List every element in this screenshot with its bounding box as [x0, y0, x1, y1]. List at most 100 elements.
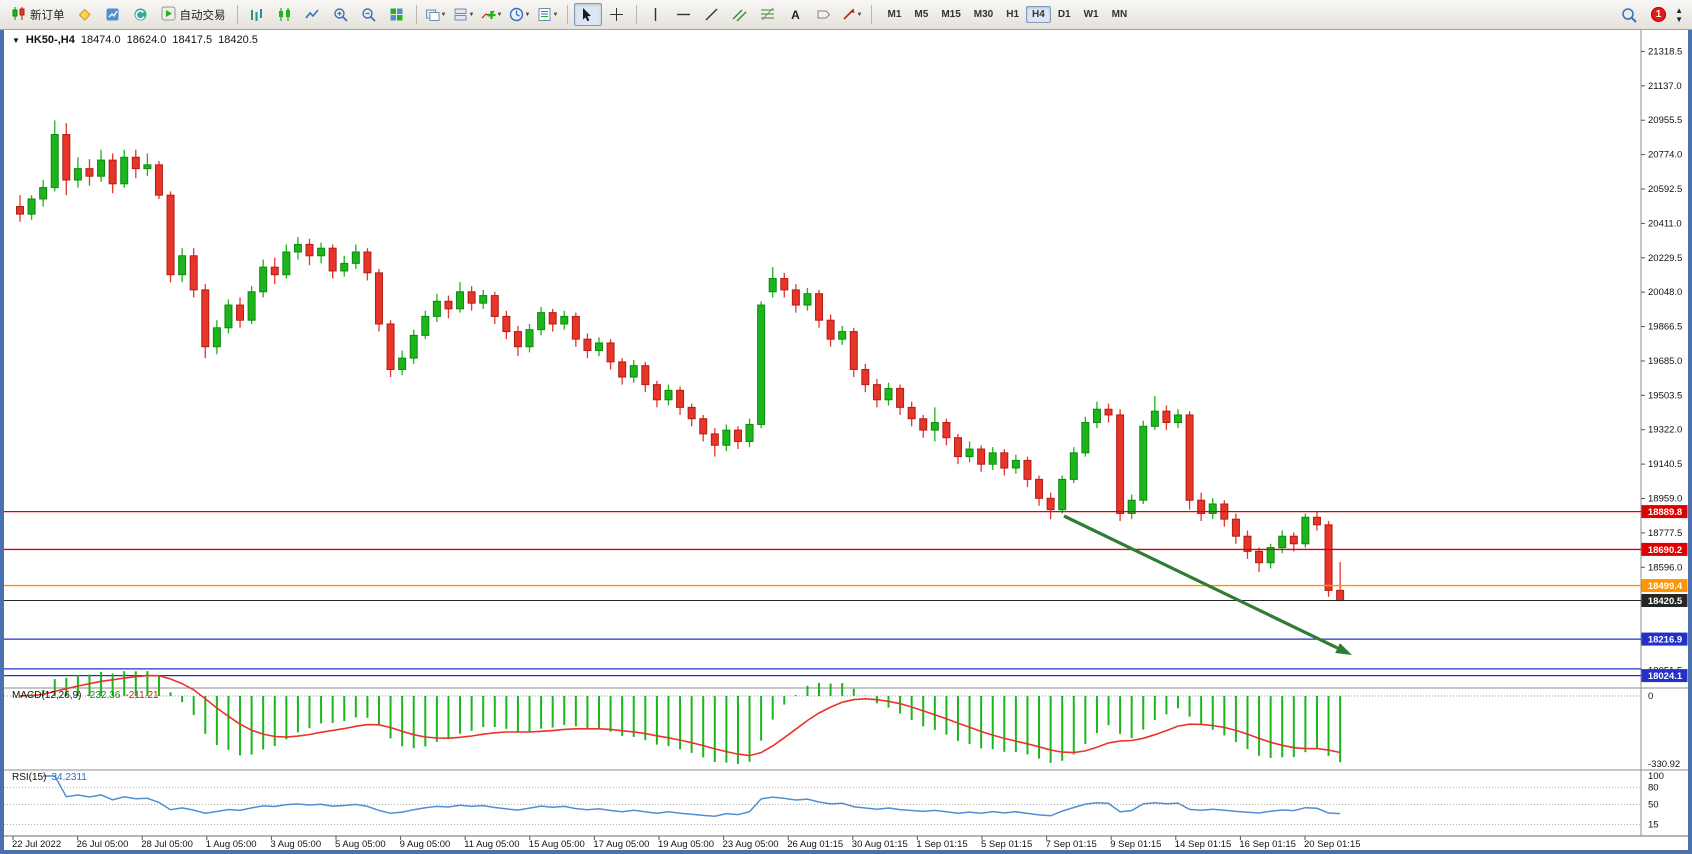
arrows-tool-button[interactable]: ▼ [839, 4, 865, 25]
clock-icon [509, 7, 523, 22]
rsi-indicator-label: RSI(15) 34.2311 [12, 772, 87, 783]
community-icon [134, 8, 147, 21]
caret-down-icon: ▼ [496, 11, 503, 18]
vertical-line-tool-button[interactable] [643, 4, 669, 25]
svg-text:20229.5: 20229.5 [1648, 253, 1682, 264]
timeframe-group: M1 M5 M15 M30 H1 H4 D1 W1 MN [882, 6, 1134, 23]
vertical-line-icon [654, 8, 657, 21]
toolbar-right-group: 1 ▲ ▼ [1616, 4, 1686, 25]
svg-text:3 Aug 05:00: 3 Aug 05:00 [270, 839, 321, 850]
timeframe-button-d1[interactable]: D1 [1057, 9, 1071, 20]
svg-text:18216.9: 18216.9 [1648, 635, 1682, 646]
tile-windows-button[interactable] [384, 4, 410, 25]
svg-text:18690.2: 18690.2 [1648, 545, 1682, 556]
toolbar-separator [415, 5, 417, 24]
toolbar-separator [236, 5, 238, 24]
horizontal-lines-layer[interactable] [4, 510, 1641, 677]
terminal-button[interactable] [100, 4, 126, 25]
autotrading-play-icon [161, 6, 176, 24]
line-chart-icon [305, 9, 319, 19]
svg-text:5 Aug 05:00: 5 Aug 05:00 [335, 839, 386, 850]
svg-text:20774.0: 20774.0 [1648, 150, 1682, 161]
autotrading-button[interactable]: 自动交易 [156, 4, 231, 26]
svg-text:15 Aug 05:00: 15 Aug 05:00 [529, 839, 585, 850]
toolbar-separator [870, 5, 872, 24]
indicators-plus-icon [481, 10, 496, 19]
rsi-name: RSI(15) [12, 772, 47, 783]
bar-chart-button[interactable] [244, 4, 270, 25]
timeframe-button-m1[interactable]: M1 [887, 9, 902, 20]
autotrading-label: 自动交易 [179, 9, 226, 22]
trend-arrow[interactable] [1063, 514, 1352, 655]
trendline-tool-button[interactable] [699, 4, 725, 25]
collapse-triangle-icon[interactable]: ▼ [12, 36, 20, 45]
toolbar-separator [635, 5, 637, 24]
templates-button[interactable]: ▼ [535, 4, 561, 25]
crosshair-icon [610, 8, 623, 21]
community-button[interactable] [128, 4, 154, 25]
timeframe-button-h4[interactable]: H4 [1026, 6, 1051, 23]
svg-text:11 Aug 05:00: 11 Aug 05:00 [464, 839, 519, 850]
line-chart-button[interactable] [300, 4, 326, 25]
timeframe-button-w1[interactable]: W1 [1083, 9, 1099, 20]
svg-text:26 Aug 01:15: 26 Aug 01:15 [787, 839, 843, 850]
rsi-value: 34.2311 [51, 772, 87, 783]
crosshair-tool-button[interactable] [604, 4, 630, 25]
svg-text:17 Aug 05:00: 17 Aug 05:00 [593, 839, 649, 850]
tile-windows-icon [390, 8, 403, 21]
time-axis-labels: 22 Jul 2022 26 Jul 05:00 28 Jul 05:00 1 Aug… [12, 836, 1361, 850]
caret-down-icon: ▼ [440, 11, 447, 18]
timeframe-button-mn[interactable]: MN [1111, 9, 1128, 20]
timeframe-button-h1[interactable]: H1 [1006, 9, 1020, 20]
cursor-tool-button[interactable] [573, 3, 602, 26]
svg-text:30 Aug 01:15: 30 Aug 01:15 [852, 839, 908, 850]
periods-button[interactable]: ▼ [507, 4, 533, 25]
svg-text:18959.0: 18959.0 [1648, 494, 1682, 505]
search-icon [1622, 7, 1637, 23]
terminal-icon [106, 8, 119, 21]
cascade-charts-button[interactable]: ▼ [451, 4, 477, 25]
toolbar-collapse-chevron[interactable]: ▲ ▼ [1675, 5, 1683, 24]
arrange-charts-button[interactable]: ▼ [423, 4, 449, 25]
svg-text:18420.5: 18420.5 [1648, 596, 1683, 607]
candlestick-chart-button[interactable] [272, 4, 298, 25]
text-tool-button[interactable]: A [791, 7, 800, 22]
pane-separators [4, 30, 1688, 837]
svg-text:100: 100 [1648, 771, 1664, 782]
channel-tool-button[interactable] [727, 4, 753, 25]
horizontal-line-tool-button[interactable] [671, 4, 697, 25]
horizontal-line-icon [677, 13, 690, 16]
svg-text:0: 0 [1648, 691, 1653, 702]
zoom-in-button[interactable] [328, 4, 354, 25]
new-order-button[interactable]: 新订单 [6, 4, 70, 26]
fibonacci-tool-button[interactable] [755, 4, 781, 25]
new-order-candles-icon [11, 6, 26, 24]
timeframe-button-m30[interactable]: M30 [973, 9, 994, 20]
chart-window[interactable]: 21318.5 21137.0 20955.5 20774.0 20592.5 20411… [4, 30, 1688, 850]
label-tool-button[interactable] [811, 4, 837, 25]
timeframe-button-m15[interactable]: M15 [941, 9, 961, 20]
metaeditor-icon [78, 8, 91, 21]
indicators-button[interactable]: ▼ [479, 4, 505, 25]
fibonacci-icon [761, 7, 774, 21]
svg-text:28 Jul 05:00: 28 Jul 05:00 [141, 839, 193, 850]
toolbar-separator [566, 5, 568, 24]
equidistant-channel-icon [732, 9, 747, 22]
zoom-out-icon [362, 8, 376, 22]
toolbar: 新订单 自动交易 ▼ ▼ ▼ [0, 0, 1692, 30]
metaeditor-button[interactable] [72, 4, 98, 25]
ohlc-low: 18417.5 [172, 34, 213, 46]
svg-text:18499.4: 18499.4 [1648, 581, 1683, 592]
macd-name: MACD(12,26,9) [12, 690, 82, 701]
svg-text:19140.5: 19140.5 [1648, 459, 1682, 470]
timeframe-button-m5[interactable]: M5 [914, 9, 929, 20]
caret-down-icon: ▼ [524, 11, 531, 18]
svg-text:21318.5: 21318.5 [1648, 46, 1682, 57]
search-button[interactable] [1616, 4, 1642, 25]
svg-text:1 Sep 01:15: 1 Sep 01:15 [916, 839, 967, 850]
notification-badge[interactable]: 1 [1651, 7, 1667, 22]
chart-canvas[interactable]: 21318.5 21137.0 20955.5 20774.0 20592.5 20411… [4, 30, 1688, 850]
zoom-out-button[interactable] [356, 4, 382, 25]
svg-text:20411.0: 20411.0 [1648, 218, 1682, 229]
